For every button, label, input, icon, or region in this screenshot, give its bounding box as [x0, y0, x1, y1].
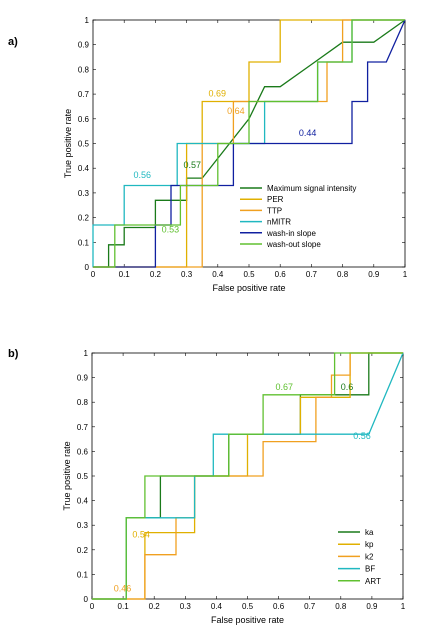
legend-entry: TTP [267, 206, 282, 215]
x-tick-label: 0.5 [242, 602, 254, 611]
x-tick-label: 0.8 [335, 602, 347, 611]
x-tick-label: 0.7 [306, 270, 318, 279]
legend-entry: wash-in slope [266, 229, 316, 238]
y-tick-label: 0.8 [77, 398, 89, 407]
x-tick-label: 0.3 [181, 270, 193, 279]
auc-annotation: 0.57 [183, 160, 201, 170]
series-line-art [92, 352, 403, 600]
x-tick-label: 0.4 [211, 602, 223, 611]
auc-annotation: 0.53 [162, 224, 180, 234]
y-tick-label: 0.2 [77, 546, 89, 555]
panel-label: a) [8, 36, 18, 48]
auc-annotation: 0.56 [353, 431, 371, 441]
y-axis-label: True positive rate [62, 441, 72, 510]
legend-entry: BF [365, 565, 375, 574]
legend-entry: wash-out slope [266, 240, 321, 249]
auc-annotation: 0.46 [114, 584, 132, 594]
x-tick-label: 0.8 [337, 270, 349, 279]
y-tick-label: 0.5 [77, 472, 89, 481]
x-axis-label: False positive rate [211, 615, 284, 625]
chart-panel-1: b) 0 0.1 0.2 0.3 0.4 0.5 0.6 0.7 0.8 0.9 1 0 0.1 0.2 0.… [8, 348, 406, 625]
y-tick-label: 1 [84, 349, 89, 358]
x-tick-label: 0.4 [212, 270, 224, 279]
panel-label: b) [8, 348, 19, 360]
y-tick-label: 0.1 [78, 238, 90, 247]
y-tick-label: 0.1 [77, 570, 89, 579]
y-tick-label: 0 [85, 263, 90, 272]
legend-entry: ka [365, 528, 374, 537]
y-tick-label: 0.7 [78, 90, 90, 99]
x-tick-label: 0.1 [119, 270, 131, 279]
y-tick-label: 0.4 [77, 497, 89, 506]
legend-entry: nMITR [267, 218, 291, 227]
y-tick-label: 0.3 [78, 189, 90, 198]
legend-entry: ART [365, 577, 381, 586]
legend-entry: Maximum signal intensity [267, 184, 356, 193]
y-tick-label: 0 [84, 595, 89, 604]
series-line-k2 [92, 352, 403, 600]
x-tick-label: 1 [401, 602, 406, 611]
y-tick-label: 1 [85, 16, 90, 25]
auc-annotation: 0.6 [341, 382, 354, 392]
chart-panel-0: a) 0 0.1 0.2 0.3 0.4 0.5 0.6 0.7 0.8 0.9 1 0 0.1 0.2 0.… [8, 16, 408, 293]
x-tick-label: 0.1 [118, 602, 130, 611]
y-tick-label: 0.9 [77, 374, 89, 383]
x-axis-label: False positive rate [212, 283, 285, 293]
x-tick-label: 0.7 [304, 602, 316, 611]
y-tick-label: 0.8 [78, 65, 90, 74]
auc-annotation: 0.54 [132, 530, 150, 540]
x-tick-label: 1 [403, 270, 408, 279]
y-axis-label: True positive rate [63, 109, 73, 178]
y-tick-label: 0.3 [77, 521, 89, 530]
y-tick-label: 0.6 [78, 115, 90, 124]
y-tick-label: 0.9 [78, 41, 90, 50]
x-tick-label: 0.6 [275, 270, 287, 279]
x-tick-label: 0.3 [180, 602, 192, 611]
x-tick-label: 0.2 [150, 270, 162, 279]
y-tick-label: 0.2 [78, 214, 90, 223]
auc-annotation: 0.67 [275, 382, 293, 392]
x-tick-label: 0.5 [243, 270, 255, 279]
x-tick-label: 0.9 [366, 602, 378, 611]
auc-annotation: 0.44 [299, 128, 317, 138]
legend-entry: PER [267, 195, 284, 204]
x-tick-label: 0.2 [149, 602, 161, 611]
auc-annotation: 0.56 [134, 170, 152, 180]
auc-annotation: 0.69 [208, 89, 226, 99]
legend-entry: k2 [365, 552, 374, 561]
legend-entry: kp [365, 540, 374, 549]
y-tick-label: 0.7 [77, 423, 89, 432]
x-tick-label: 0.9 [368, 270, 380, 279]
y-tick-label: 0.5 [78, 140, 90, 149]
auc-annotation: 0.64 [227, 106, 245, 116]
series-line-wash-out-slope [93, 19, 405, 268]
x-tick-label: 0 [91, 270, 96, 279]
y-tick-label: 0.6 [77, 447, 89, 456]
series-line-kp [92, 352, 403, 600]
x-tick-label: 0.6 [273, 602, 285, 611]
x-tick-label: 0 [90, 602, 95, 611]
y-tick-label: 0.4 [78, 164, 90, 173]
